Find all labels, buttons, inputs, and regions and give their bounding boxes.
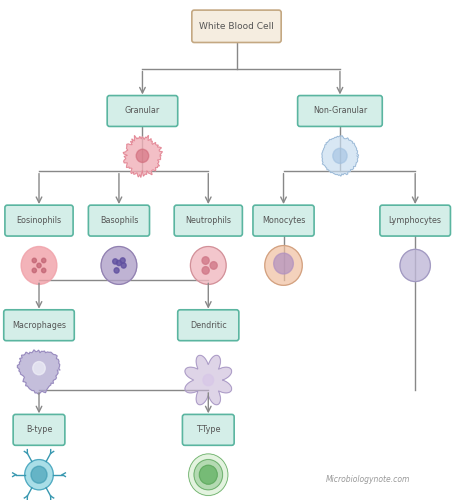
Circle shape [101,246,137,285]
Circle shape [400,249,430,282]
Circle shape [32,258,36,263]
Circle shape [121,263,126,268]
Circle shape [32,268,36,273]
FancyBboxPatch shape [88,205,149,236]
Circle shape [114,268,119,273]
Text: Macrophages: Macrophages [12,321,66,330]
Text: T-Type: T-Type [196,425,220,434]
Circle shape [136,149,149,162]
Text: Microbiologynote.com: Microbiologynote.com [326,475,411,484]
FancyBboxPatch shape [380,205,450,236]
FancyBboxPatch shape [107,96,178,126]
FancyBboxPatch shape [5,205,73,236]
Circle shape [42,268,46,273]
FancyBboxPatch shape [178,310,239,341]
Circle shape [191,246,226,285]
Circle shape [202,267,209,274]
Polygon shape [18,350,60,394]
Circle shape [274,253,293,274]
Circle shape [189,454,228,495]
Circle shape [199,465,217,484]
Text: Neutrophils: Neutrophils [185,216,231,225]
Text: Non-Granular: Non-Granular [313,107,367,116]
Text: Granular: Granular [125,107,160,116]
Text: Lymphocytes: Lymphocytes [389,216,442,225]
Polygon shape [123,135,162,177]
FancyBboxPatch shape [4,310,74,341]
Circle shape [31,466,47,483]
Circle shape [210,262,217,269]
Text: White Blood Cell: White Blood Cell [199,22,274,31]
Text: Basophils: Basophils [100,216,138,225]
Circle shape [202,257,209,265]
FancyBboxPatch shape [183,414,234,445]
Circle shape [37,263,41,268]
Text: B-type: B-type [26,425,52,434]
FancyBboxPatch shape [298,96,382,126]
Circle shape [333,148,347,163]
FancyBboxPatch shape [174,205,242,236]
Text: Eosinophils: Eosinophils [17,216,61,225]
Circle shape [33,362,45,375]
FancyBboxPatch shape [13,414,65,445]
Polygon shape [322,136,359,176]
Circle shape [42,258,46,263]
Circle shape [21,246,57,285]
Circle shape [116,261,122,266]
Circle shape [120,258,125,263]
Circle shape [113,259,118,264]
Text: Dendritic: Dendritic [190,321,227,330]
Circle shape [265,245,302,286]
Text: Monocytes: Monocytes [262,216,305,225]
FancyBboxPatch shape [192,10,281,43]
Polygon shape [185,355,232,405]
Circle shape [203,374,214,386]
Circle shape [194,459,223,490]
Circle shape [25,459,53,490]
FancyBboxPatch shape [253,205,314,236]
